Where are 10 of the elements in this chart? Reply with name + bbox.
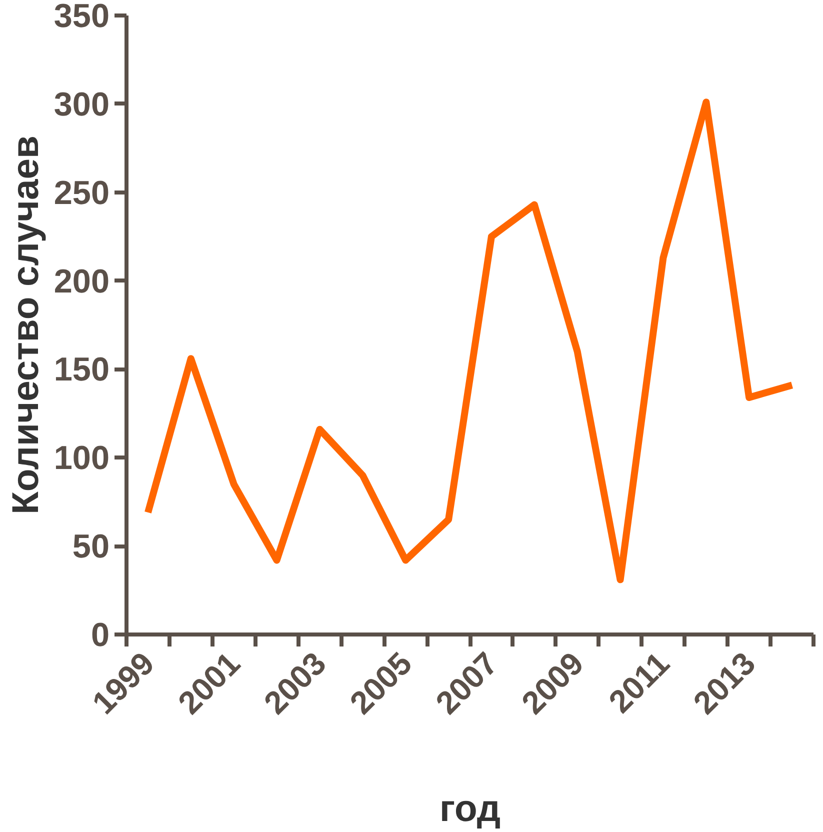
y-tick-label: 0 xyxy=(90,617,110,654)
y-tick-label: 100 xyxy=(54,440,110,478)
y-tick-label: 350 xyxy=(54,0,110,35)
y-tick-label: 150 xyxy=(54,352,110,389)
y-tick-label: 250 xyxy=(54,174,110,212)
x-axis-title: год xyxy=(439,787,501,830)
y-axis-title: Количество случаев xyxy=(4,136,46,514)
y-tick-label: 200 xyxy=(54,263,110,300)
y-tick-label: 300 xyxy=(54,86,110,124)
y-tick-label: 50 xyxy=(72,528,110,566)
